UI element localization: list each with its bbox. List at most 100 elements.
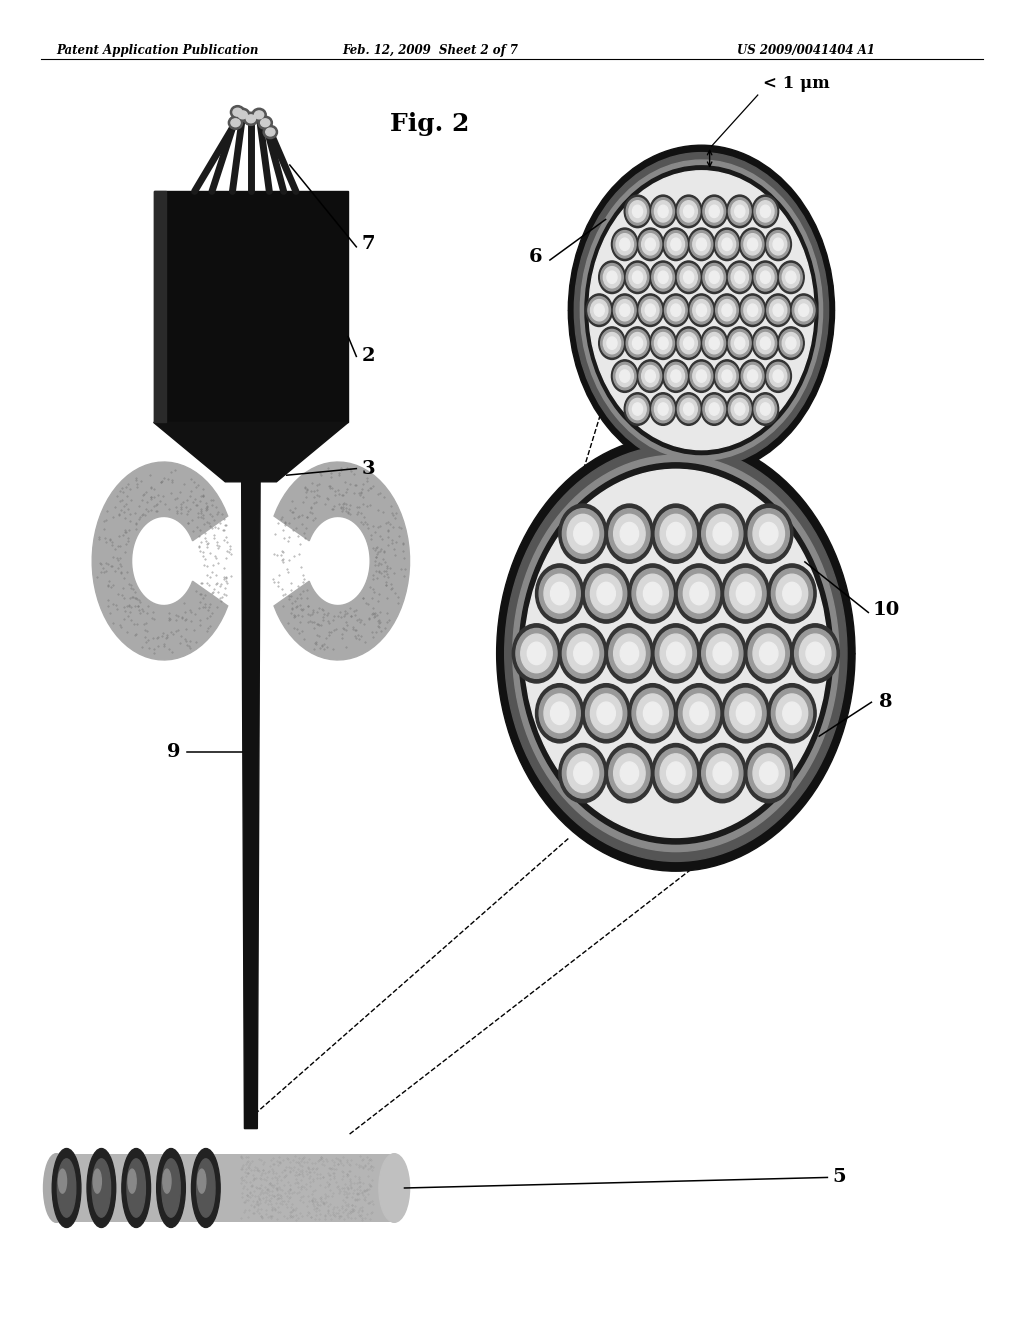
Ellipse shape	[714, 360, 740, 392]
Ellipse shape	[710, 271, 719, 284]
Ellipse shape	[601, 330, 624, 356]
Ellipse shape	[652, 264, 675, 290]
Ellipse shape	[749, 508, 790, 558]
Ellipse shape	[676, 261, 702, 293]
Ellipse shape	[668, 234, 684, 255]
Ellipse shape	[627, 264, 649, 290]
Ellipse shape	[722, 370, 732, 383]
Ellipse shape	[771, 569, 812, 619]
Ellipse shape	[748, 238, 758, 251]
Ellipse shape	[728, 330, 751, 356]
Ellipse shape	[701, 508, 742, 558]
Text: Fig. 2: Fig. 2	[390, 112, 470, 136]
Ellipse shape	[757, 333, 774, 354]
Ellipse shape	[795, 300, 812, 321]
Ellipse shape	[605, 743, 653, 803]
Ellipse shape	[513, 455, 839, 851]
Ellipse shape	[671, 238, 681, 251]
Ellipse shape	[625, 261, 651, 293]
Ellipse shape	[744, 743, 793, 803]
Ellipse shape	[757, 267, 774, 288]
Ellipse shape	[616, 234, 634, 255]
Ellipse shape	[753, 634, 784, 673]
Ellipse shape	[586, 688, 627, 738]
Ellipse shape	[773, 304, 783, 317]
Ellipse shape	[585, 166, 818, 454]
Ellipse shape	[658, 337, 669, 350]
Ellipse shape	[263, 125, 278, 139]
Text: 8: 8	[879, 693, 893, 711]
Ellipse shape	[559, 743, 607, 803]
Ellipse shape	[540, 569, 581, 619]
Ellipse shape	[721, 684, 770, 743]
Ellipse shape	[675, 564, 723, 623]
Ellipse shape	[594, 304, 604, 317]
Ellipse shape	[621, 762, 639, 784]
Ellipse shape	[265, 128, 274, 136]
Ellipse shape	[707, 634, 738, 673]
Ellipse shape	[228, 116, 243, 129]
Ellipse shape	[613, 515, 645, 553]
Ellipse shape	[603, 333, 621, 354]
Ellipse shape	[524, 470, 827, 837]
Ellipse shape	[767, 297, 790, 323]
Ellipse shape	[676, 195, 702, 227]
Ellipse shape	[654, 399, 672, 420]
Ellipse shape	[637, 228, 664, 260]
Ellipse shape	[791, 624, 840, 682]
Ellipse shape	[57, 1159, 76, 1217]
Text: Feb. 12, 2009  Sheet 2 of 7: Feb. 12, 2009 Sheet 2 of 7	[342, 44, 518, 57]
Ellipse shape	[760, 523, 778, 545]
Ellipse shape	[231, 119, 240, 127]
Ellipse shape	[668, 300, 684, 321]
Ellipse shape	[629, 399, 646, 420]
Ellipse shape	[684, 205, 693, 218]
Ellipse shape	[660, 634, 691, 673]
Ellipse shape	[700, 195, 727, 227]
Ellipse shape	[730, 694, 761, 733]
Ellipse shape	[677, 264, 700, 290]
Ellipse shape	[613, 231, 636, 257]
Ellipse shape	[782, 267, 800, 288]
Ellipse shape	[710, 337, 719, 350]
Ellipse shape	[722, 304, 732, 317]
Ellipse shape	[713, 642, 731, 665]
Ellipse shape	[597, 582, 615, 605]
Ellipse shape	[655, 628, 696, 678]
Ellipse shape	[658, 205, 669, 218]
Ellipse shape	[684, 403, 693, 416]
Ellipse shape	[663, 360, 689, 392]
Ellipse shape	[777, 261, 804, 293]
Ellipse shape	[701, 748, 742, 799]
Ellipse shape	[551, 582, 569, 605]
Ellipse shape	[684, 337, 693, 350]
Ellipse shape	[559, 504, 607, 564]
Ellipse shape	[671, 370, 681, 383]
Ellipse shape	[92, 1159, 111, 1217]
Text: 9: 9	[167, 743, 181, 762]
Ellipse shape	[725, 688, 766, 738]
Ellipse shape	[749, 628, 790, 678]
Ellipse shape	[629, 201, 646, 222]
Ellipse shape	[702, 264, 726, 290]
Ellipse shape	[782, 582, 801, 605]
Text: 2: 2	[361, 347, 376, 366]
Ellipse shape	[254, 111, 264, 119]
Ellipse shape	[736, 582, 755, 605]
Ellipse shape	[497, 436, 855, 871]
Ellipse shape	[663, 294, 689, 326]
Ellipse shape	[753, 515, 784, 553]
Ellipse shape	[716, 231, 738, 257]
Ellipse shape	[779, 264, 802, 290]
Ellipse shape	[776, 694, 808, 733]
Text: 7: 7	[361, 235, 376, 253]
Ellipse shape	[754, 395, 776, 422]
Ellipse shape	[567, 754, 599, 792]
Ellipse shape	[716, 297, 738, 323]
Ellipse shape	[652, 395, 675, 422]
Ellipse shape	[516, 628, 557, 678]
Ellipse shape	[702, 395, 726, 422]
Ellipse shape	[540, 688, 581, 738]
Text: US 2009/0041404 A1: US 2009/0041404 A1	[737, 44, 876, 57]
Ellipse shape	[611, 228, 638, 260]
